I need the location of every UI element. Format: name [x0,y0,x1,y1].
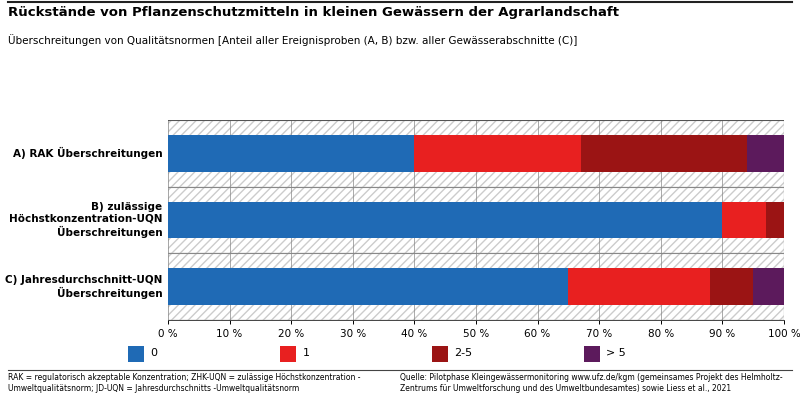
Bar [168,120,784,187]
Bar [766,202,784,238]
Bar [168,187,784,253]
Bar [710,268,754,305]
Bar [747,135,784,172]
Bar [168,253,784,320]
Bar [569,268,710,305]
Bar [754,268,784,305]
Text: Überschreitungen von Qualitätsnormen [Anteil aller Ereignisproben (A, B) bzw. al: Überschreitungen von Qualitätsnormen [An… [8,34,578,46]
Bar [581,135,747,172]
Text: 2-5: 2-5 [454,348,473,358]
Bar [414,135,581,172]
Text: Quelle: Pilotphase Kleingewässermonitoring www.ufz.de/kgm (gemeinsames Projekt d: Quelle: Pilotphase Kleingewässermonitori… [400,373,782,393]
Text: 0: 0 [150,348,158,358]
Bar [168,202,722,238]
Text: RAK = regulatorisch akzeptable Konzentration; ZHK-UQN = zulässige Höchstkonzentr: RAK = regulatorisch akzeptable Konzentra… [8,373,361,393]
Text: > 5: > 5 [606,348,626,358]
Text: Rückstände von Pflanzenschutzmitteln in kleinen Gewässern der Agrarlandschaft: Rückstände von Pflanzenschutzmitteln in … [8,6,619,19]
Text: 1: 1 [302,348,310,358]
Bar [722,202,766,238]
Bar [168,135,414,172]
Bar [168,268,569,305]
